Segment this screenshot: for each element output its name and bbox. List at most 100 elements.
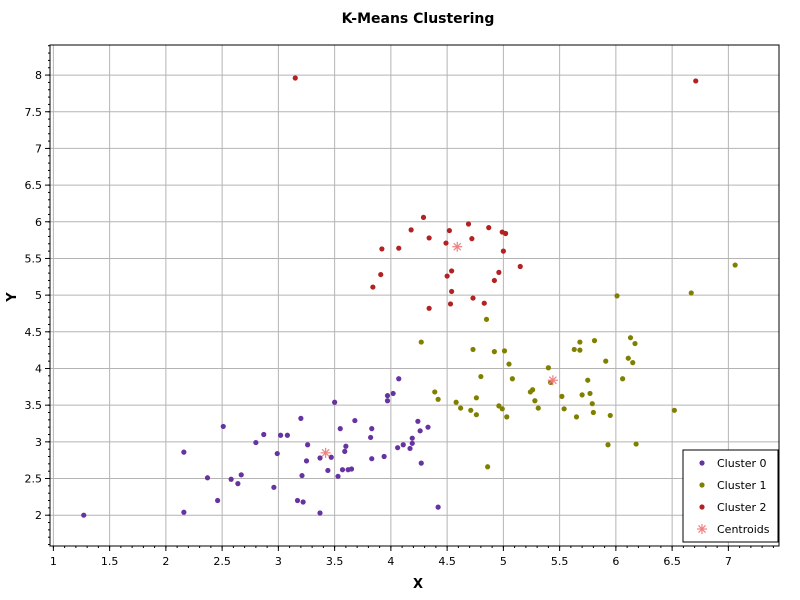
data-point [589, 401, 595, 407]
data-point [491, 277, 497, 284]
data-point [303, 458, 310, 464]
legend-item: Centroids [697, 523, 770, 536]
data-point [491, 349, 497, 355]
data-point [587, 390, 593, 397]
data-point [396, 376, 402, 382]
y-tick-label: 2.5 [25, 473, 43, 486]
data-point [545, 365, 551, 371]
data-point [261, 431, 267, 438]
data-point [453, 399, 459, 405]
data-point [426, 305, 432, 311]
data-point [435, 396, 441, 402]
data-point [215, 497, 221, 504]
x-tick-label: 2.5 [213, 555, 231, 568]
data-point [458, 405, 464, 411]
data-point [499, 406, 505, 412]
data-point [470, 346, 476, 353]
data-point [449, 268, 455, 274]
x-tick-label: 5.5 [551, 555, 569, 568]
data-point [299, 472, 305, 479]
data-point [378, 271, 384, 278]
data-point [446, 227, 452, 234]
data-point [339, 467, 346, 473]
y-tick-label: 7.5 [25, 106, 43, 119]
y-tick-label: 6.5 [25, 179, 43, 192]
series-cluster-0 [81, 376, 441, 518]
y-tick-label: 5.5 [25, 252, 43, 265]
data-point [352, 417, 358, 424]
legend-label: Centroids [717, 523, 770, 536]
data-point [181, 449, 187, 455]
legend-centroid-marker [697, 524, 707, 534]
data-point [342, 448, 348, 454]
data-point [328, 454, 334, 460]
data-point [343, 443, 349, 449]
data-point [271, 484, 277, 490]
data-point [671, 407, 677, 413]
data-point [274, 450, 280, 457]
grid [50, 45, 779, 546]
data-point [483, 316, 490, 322]
data-point [577, 347, 583, 353]
data-point [501, 348, 508, 354]
data-point [400, 442, 406, 448]
data-point [420, 214, 427, 220]
legend-item: Cluster 2 [699, 501, 767, 514]
data-point [368, 434, 374, 441]
data-point [591, 338, 598, 344]
data-point [390, 390, 396, 397]
x-tick-label: 1.5 [101, 555, 119, 568]
data-point [517, 263, 523, 270]
data-point [81, 512, 87, 518]
data-point [444, 273, 450, 279]
y-tick-label: 4.5 [25, 326, 43, 339]
series-cluster-2 [292, 75, 699, 311]
data-point [426, 235, 432, 241]
data-point [506, 361, 512, 367]
data-point [465, 221, 472, 227]
data-point [432, 389, 438, 395]
centroid-point [452, 241, 463, 252]
legend-label: Cluster 0 [717, 457, 767, 470]
data-point [317, 510, 323, 516]
data-point [496, 269, 502, 275]
y-tick-label: 8 [35, 69, 42, 82]
data-point [305, 442, 311, 448]
data-point [384, 398, 391, 404]
x-tick-label: 5 [500, 555, 507, 568]
legend-label: Cluster 2 [717, 501, 767, 514]
legend-item: Cluster 0 [699, 457, 767, 470]
legend-label: Cluster 1 [717, 479, 767, 492]
data-point [509, 376, 515, 382]
data-point [469, 236, 475, 242]
data-point [449, 288, 455, 295]
x-tick-label: 1 [50, 555, 57, 568]
data-point [473, 395, 479, 401]
data-point [693, 78, 699, 84]
x-tick-label: 4 [387, 555, 394, 568]
data-point [573, 414, 580, 420]
data-point [294, 497, 301, 504]
data-point [688, 290, 694, 296]
axis-ticks: 1 1.5 2 2.5 3 3.5 4 4.5 5 5.5 6 6.5 7 2 2.5 3 3.5 4 4.5 5 5.… [25, 45, 774, 568]
data-point [559, 393, 565, 399]
legend-marker [699, 460, 705, 466]
legend-box [682, 449, 779, 543]
data-point [470, 295, 476, 301]
data-point [408, 227, 414, 233]
data-point [407, 445, 413, 452]
data-point [579, 392, 585, 398]
data-point [409, 440, 415, 446]
data-point [181, 509, 187, 515]
data-point [317, 455, 323, 461]
data-point [379, 246, 385, 252]
y-tick-label: 5 [35, 289, 42, 302]
data-point [590, 409, 596, 416]
data-point [478, 373, 484, 380]
data-point [396, 245, 402, 251]
data-point [235, 481, 241, 487]
data-point [278, 432, 284, 438]
data-point [435, 504, 441, 510]
data-point [284, 432, 290, 438]
